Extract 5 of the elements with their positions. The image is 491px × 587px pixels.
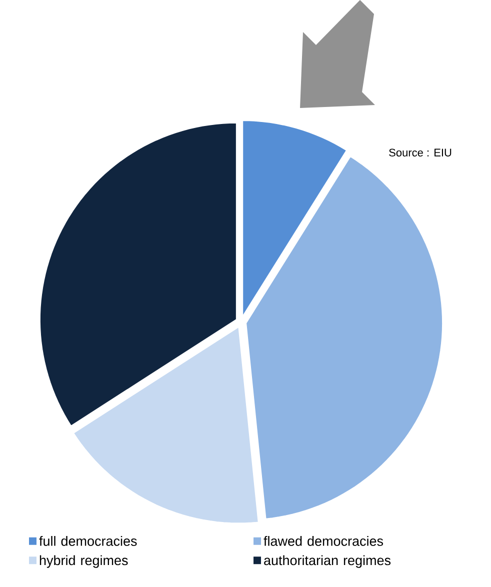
- source-note: Source : EIU: [389, 148, 452, 156]
- legend-label: authoritarian regimes: [264, 555, 391, 568]
- legend-label: full democracies: [39, 536, 137, 546]
- legend-label: hybrid regimes: [40, 555, 128, 568]
- legend-label: flawed democracies: [264, 536, 384, 546]
